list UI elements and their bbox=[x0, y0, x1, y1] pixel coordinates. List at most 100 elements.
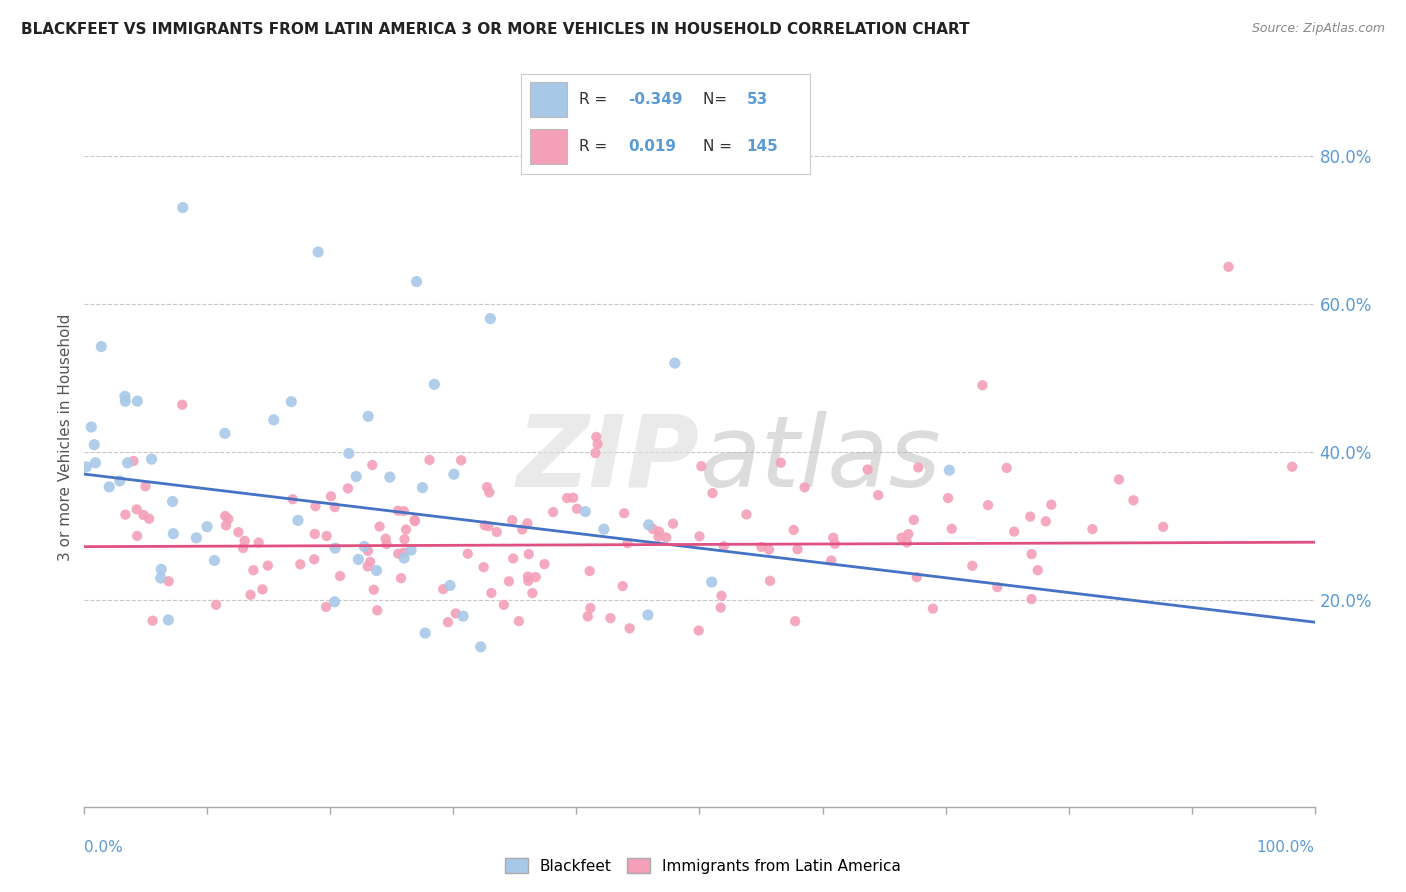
Point bbox=[80, 420, 103, 434]
Point bbox=[593, 522, 616, 536]
Point bbox=[856, 462, 879, 476]
Point bbox=[252, 582, 274, 597]
Text: 0.0%: 0.0% bbox=[84, 839, 124, 855]
Point bbox=[510, 523, 533, 537]
Point bbox=[1019, 509, 1042, 524]
Point bbox=[114, 508, 136, 522]
Point bbox=[713, 539, 735, 553]
Point bbox=[315, 599, 337, 614]
Point bbox=[215, 518, 238, 533]
Point bbox=[323, 541, 346, 556]
Point bbox=[1281, 459, 1303, 474]
Point bbox=[541, 505, 564, 519]
Point bbox=[142, 614, 165, 628]
Point bbox=[477, 519, 499, 533]
Legend: Blackfeet, Immigrants from Latin America: Blackfeet, Immigrants from Latin America bbox=[499, 852, 907, 880]
Point bbox=[1002, 524, 1025, 539]
Point bbox=[363, 582, 385, 597]
Point bbox=[162, 526, 184, 541]
Point bbox=[565, 501, 588, 516]
Point bbox=[228, 525, 250, 540]
Point bbox=[735, 508, 758, 522]
Point bbox=[1122, 493, 1144, 508]
Point bbox=[664, 356, 686, 370]
Point bbox=[280, 394, 302, 409]
Point bbox=[637, 517, 659, 532]
Point bbox=[404, 514, 426, 528]
Point bbox=[337, 446, 360, 460]
Point bbox=[1108, 473, 1130, 487]
Point bbox=[576, 609, 599, 624]
Point bbox=[141, 452, 163, 467]
Point bbox=[423, 377, 446, 392]
Point bbox=[688, 624, 710, 638]
Point bbox=[204, 553, 226, 567]
Point bbox=[172, 398, 194, 412]
Point bbox=[662, 516, 685, 531]
Point bbox=[394, 533, 416, 547]
Point bbox=[353, 540, 375, 554]
Point bbox=[108, 474, 131, 488]
Point bbox=[117, 456, 139, 470]
Point bbox=[972, 378, 994, 392]
Point bbox=[751, 540, 773, 554]
Point bbox=[357, 544, 380, 558]
Point bbox=[820, 553, 842, 567]
Point bbox=[690, 459, 713, 474]
Point bbox=[769, 456, 792, 470]
Point bbox=[457, 547, 479, 561]
Point bbox=[962, 558, 984, 573]
Point bbox=[132, 508, 155, 522]
Point bbox=[366, 603, 388, 617]
Point bbox=[359, 555, 381, 569]
Point bbox=[357, 409, 380, 424]
Point bbox=[392, 551, 415, 566]
Point bbox=[492, 598, 515, 612]
Point bbox=[307, 244, 329, 259]
Point bbox=[84, 456, 107, 470]
Point bbox=[443, 467, 465, 482]
Point bbox=[586, 437, 609, 451]
Point bbox=[217, 512, 239, 526]
Point bbox=[304, 527, 326, 541]
Point bbox=[472, 560, 495, 574]
Point bbox=[578, 564, 600, 578]
Point bbox=[138, 512, 160, 526]
Point bbox=[579, 601, 602, 615]
Point bbox=[501, 513, 523, 527]
Point bbox=[583, 446, 606, 460]
Point bbox=[162, 494, 184, 508]
Point bbox=[574, 504, 596, 518]
Point bbox=[242, 563, 264, 577]
Point bbox=[759, 574, 782, 588]
Point bbox=[98, 480, 121, 494]
Point bbox=[516, 516, 538, 531]
Point bbox=[710, 589, 733, 603]
Point bbox=[824, 537, 846, 551]
Point bbox=[562, 491, 585, 505]
Point bbox=[782, 523, 804, 537]
Point bbox=[83, 438, 105, 452]
Point bbox=[157, 574, 180, 589]
Point bbox=[700, 575, 723, 590]
Point bbox=[689, 529, 711, 543]
Point bbox=[125, 502, 148, 516]
Point bbox=[263, 413, 285, 427]
Point bbox=[1081, 522, 1104, 536]
Point bbox=[392, 504, 415, 518]
Point bbox=[498, 574, 520, 589]
Point bbox=[907, 460, 929, 475]
Point bbox=[986, 580, 1008, 594]
Point bbox=[475, 480, 498, 494]
Point bbox=[1152, 520, 1174, 534]
Point bbox=[336, 481, 359, 495]
Point bbox=[392, 546, 415, 560]
Point bbox=[281, 492, 304, 507]
Point bbox=[533, 557, 555, 571]
Point bbox=[114, 389, 136, 403]
Point bbox=[890, 531, 912, 545]
Point bbox=[90, 340, 112, 354]
Point bbox=[517, 547, 540, 561]
Point bbox=[555, 491, 578, 505]
Point bbox=[157, 613, 180, 627]
